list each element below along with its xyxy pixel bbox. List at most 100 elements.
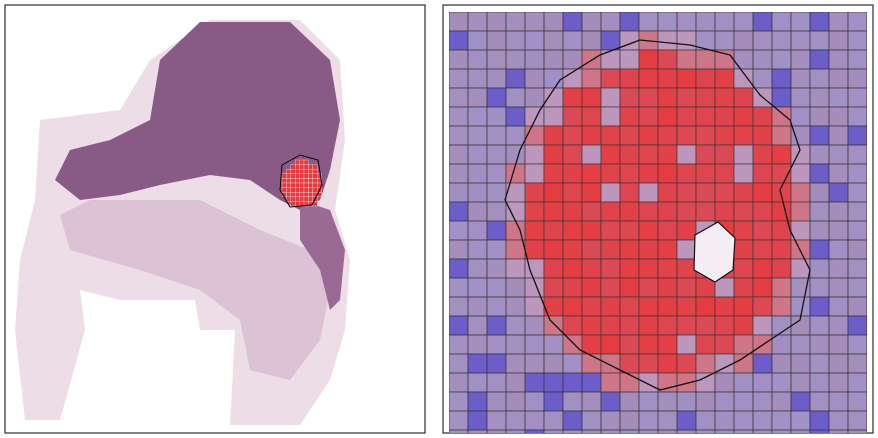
tile [790, 296, 811, 317]
tile [581, 277, 602, 298]
tile [676, 296, 697, 317]
tile [295, 182, 300, 188]
tile [828, 410, 849, 431]
tile [809, 106, 830, 127]
tile [733, 429, 754, 433]
tile [449, 429, 469, 433]
tile [467, 87, 488, 108]
tile [505, 106, 526, 127]
tile [809, 410, 830, 431]
tile [486, 144, 507, 165]
tile [809, 163, 830, 184]
tile [295, 178, 300, 184]
tile [449, 87, 469, 108]
tile [638, 258, 659, 279]
tile [638, 277, 659, 298]
tile [467, 277, 488, 298]
tile [695, 144, 716, 165]
tile [600, 49, 621, 70]
tile [847, 296, 867, 317]
tile [828, 49, 849, 70]
tissue-dense [55, 22, 340, 210]
tile [676, 220, 697, 241]
tile [714, 144, 735, 165]
tile [543, 410, 564, 431]
tile [752, 30, 773, 51]
tile [562, 353, 583, 374]
tile [619, 68, 640, 89]
tile [505, 353, 526, 374]
tile [847, 315, 867, 336]
tile [449, 258, 469, 279]
tile [676, 391, 697, 412]
tile [562, 106, 583, 127]
tile [600, 258, 621, 279]
tile [676, 106, 697, 127]
tile [286, 169, 291, 174]
tile [524, 106, 545, 127]
tile [562, 182, 583, 203]
tile [828, 87, 849, 108]
tile [581, 68, 602, 89]
tile [299, 164, 305, 170]
tile [524, 220, 545, 241]
tile [771, 296, 792, 317]
tile [714, 334, 735, 355]
tile [714, 372, 735, 393]
tile [524, 296, 545, 317]
tile [733, 277, 754, 298]
tile [467, 220, 488, 241]
tile [486, 258, 507, 279]
tile [790, 201, 811, 222]
tile [790, 391, 811, 412]
tile [600, 277, 621, 298]
tile [733, 239, 754, 260]
tile [676, 87, 697, 108]
tile [828, 182, 849, 203]
tile [714, 68, 735, 89]
tile [303, 196, 309, 202]
tile [676, 144, 697, 165]
tile [771, 334, 792, 355]
tile [847, 410, 867, 431]
tile [543, 201, 564, 222]
tile [467, 353, 488, 374]
tile [695, 68, 716, 89]
tile [581, 201, 602, 222]
tile [714, 296, 735, 317]
tile [847, 125, 867, 146]
tile [600, 315, 621, 336]
tile [790, 239, 811, 260]
tile [286, 196, 291, 202]
tile [733, 68, 754, 89]
tile [449, 49, 469, 70]
tile [581, 296, 602, 317]
tile [695, 125, 716, 146]
tile [619, 334, 640, 355]
tile [467, 391, 488, 412]
tile [505, 429, 526, 433]
tile [308, 192, 313, 197]
tile [486, 315, 507, 336]
tile [714, 30, 735, 51]
tile [828, 353, 849, 374]
tile [505, 258, 526, 279]
tile [290, 164, 296, 170]
tile [290, 187, 296, 193]
tile [638, 49, 659, 70]
tile [299, 173, 305, 179]
tumor-outline [504, 39, 811, 391]
tile [790, 334, 811, 355]
tile [449, 315, 469, 336]
tile [714, 391, 735, 412]
tile [809, 296, 830, 317]
tile [281, 187, 287, 193]
tile [828, 258, 849, 279]
tile [771, 391, 792, 412]
tile [676, 277, 697, 298]
tile [295, 192, 300, 197]
tile [449, 277, 469, 298]
tile [505, 12, 526, 32]
tile [619, 30, 640, 51]
tile [847, 429, 867, 433]
